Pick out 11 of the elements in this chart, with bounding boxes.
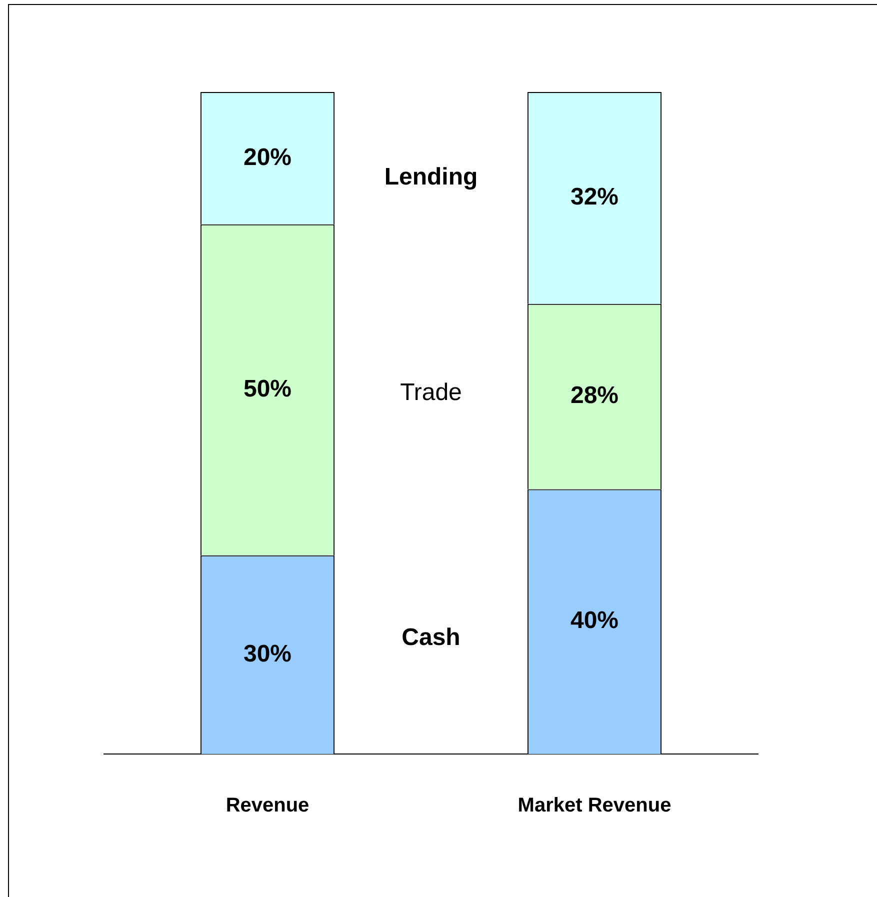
data-label: 28% <box>570 382 619 410</box>
text: Trade <box>400 378 462 406</box>
data-label: 40% <box>570 607 619 634</box>
data-label: 32% <box>570 184 619 211</box>
data-label: 50% <box>243 376 292 403</box>
x-tick-label: Market Revenue <box>518 794 672 817</box>
x-tick-label: Revenue <box>226 794 310 817</box>
data-label: 30% <box>243 640 292 668</box>
text: Cash <box>402 624 460 651</box>
text: Lending <box>384 164 478 191</box>
data-label: 20% <box>243 144 292 171</box>
